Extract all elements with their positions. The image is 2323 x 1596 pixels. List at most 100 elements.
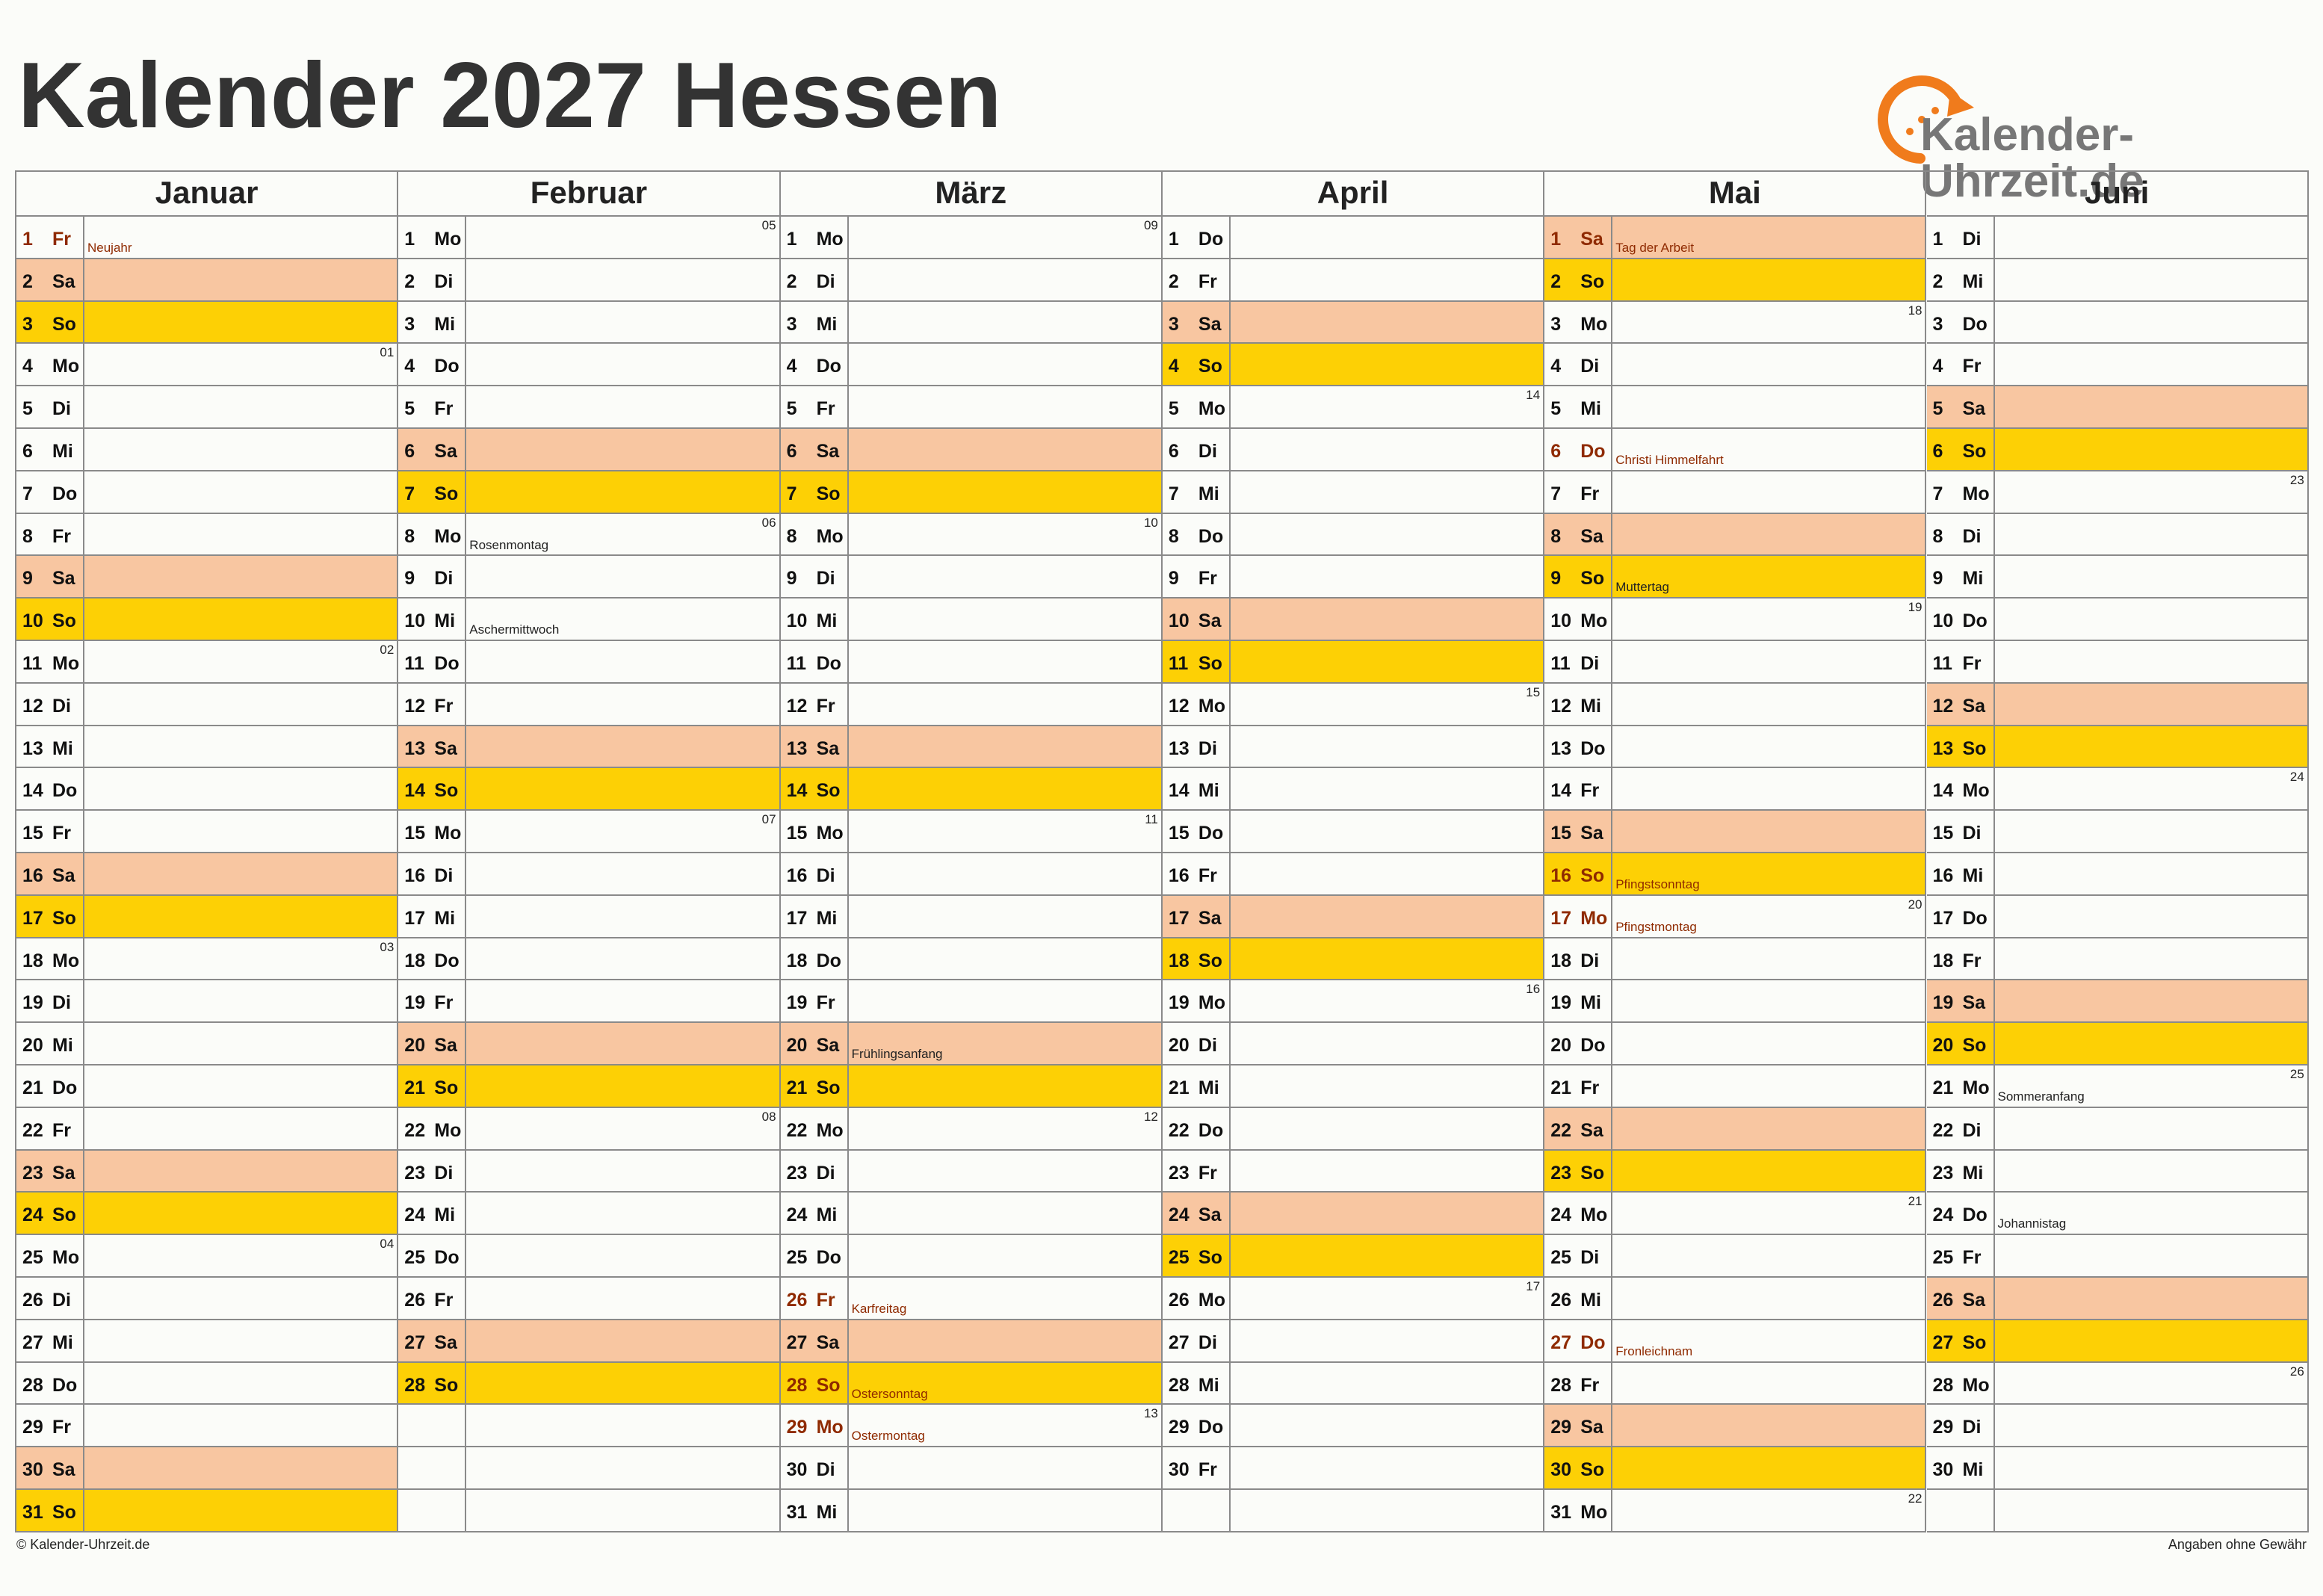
day-number: 24 xyxy=(404,1204,426,1226)
note-cell xyxy=(84,344,399,387)
day-number: 5 xyxy=(786,398,797,420)
note-cell xyxy=(848,1490,1163,1532)
day-number: 2 xyxy=(404,270,415,292)
footer-left: © Kalender-Uhrzeit.de xyxy=(16,1537,150,1552)
weekday: Sa xyxy=(434,1331,457,1353)
note-cell xyxy=(84,386,399,429)
note-cell xyxy=(1994,429,2309,471)
day-cell xyxy=(398,683,467,726)
weekday: Do xyxy=(816,950,841,971)
day-number: 22 xyxy=(404,1119,426,1141)
day-number: 25 xyxy=(404,1247,426,1269)
weekday: Mi xyxy=(52,737,73,759)
day-cell xyxy=(1926,1320,1995,1363)
day-number: 9 xyxy=(786,568,797,590)
day-number: 2 xyxy=(22,270,33,292)
note-cell xyxy=(1612,386,1927,429)
day-number: 7 xyxy=(22,483,33,504)
day-number: 30 xyxy=(1550,1459,1571,1481)
note-cell xyxy=(84,811,399,853)
note-cell xyxy=(848,980,1163,1024)
weekday: Di xyxy=(1198,1035,1217,1057)
day-cell xyxy=(1926,556,1995,599)
note-cell xyxy=(466,853,781,896)
day-cell xyxy=(398,1150,467,1193)
day-number: 21 xyxy=(1168,1077,1190,1098)
holiday-note: Fronleichnam xyxy=(1615,1343,1693,1358)
day-cell xyxy=(16,301,84,344)
note-cell xyxy=(848,1193,1163,1236)
week-number: 09 xyxy=(1143,218,1158,232)
week-number: 24 xyxy=(2289,770,2304,785)
weekday: Mi xyxy=(1580,398,1601,420)
weekday: Mo xyxy=(1198,398,1225,420)
day-cell xyxy=(780,641,849,684)
weekday: Mo xyxy=(1962,483,1990,504)
note-cell xyxy=(848,344,1163,387)
note-cell xyxy=(848,768,1163,811)
week-number: 13 xyxy=(1143,1406,1158,1421)
day-number: 19 xyxy=(404,992,426,1014)
note-cell xyxy=(466,726,781,769)
day-cell xyxy=(780,217,849,259)
day-cell xyxy=(1926,938,1995,981)
holiday-note: Christi Himmelfahrt xyxy=(1615,453,1724,467)
weekday: Di xyxy=(1580,950,1600,971)
day-cell xyxy=(398,1023,467,1065)
weekday: Do xyxy=(1580,1035,1606,1057)
note-cell xyxy=(1612,1023,1927,1065)
week-number: 19 xyxy=(1908,600,1923,615)
day-number: 20 xyxy=(1550,1035,1571,1057)
note-cell xyxy=(84,471,399,514)
weekday: Mi xyxy=(52,1331,73,1353)
day-number: 1 xyxy=(1550,229,1562,250)
note-cell xyxy=(1230,598,1545,641)
weekday: Mi xyxy=(1198,1374,1219,1396)
note-cell xyxy=(84,980,399,1024)
weekday: So xyxy=(434,483,459,504)
day-number: 14 xyxy=(404,780,426,802)
weekday: Fr xyxy=(1198,270,1217,292)
note-cell xyxy=(84,1023,399,1065)
day-cell xyxy=(398,1447,467,1490)
day-number: 16 xyxy=(1932,865,1954,886)
day-cell xyxy=(1544,1023,1613,1065)
weekday: Sa xyxy=(1198,610,1222,632)
day-cell xyxy=(398,895,467,938)
day-number: 7 xyxy=(786,483,797,504)
day-cell xyxy=(1926,768,1995,811)
day-number: 3 xyxy=(404,313,415,335)
day-number: 27 xyxy=(404,1331,426,1353)
note-cell xyxy=(848,1278,1163,1320)
day-number: 21 xyxy=(1550,1077,1571,1098)
day-cell xyxy=(1162,853,1231,896)
weekday: Fr xyxy=(1198,1459,1217,1481)
weekday: So xyxy=(1580,270,1605,292)
note-cell xyxy=(848,217,1163,259)
note-cell xyxy=(84,683,399,726)
day-number: 10 xyxy=(786,610,808,632)
day-cell xyxy=(16,1490,84,1532)
weekday: Di xyxy=(52,992,71,1014)
day-cell xyxy=(1544,1107,1613,1151)
day-cell xyxy=(1926,513,1995,557)
note-cell xyxy=(1612,641,1927,684)
day-number: 20 xyxy=(22,1035,43,1057)
day-cell xyxy=(1162,811,1231,853)
note-cell xyxy=(466,1362,781,1405)
weekday: Di xyxy=(434,270,454,292)
weekday: Mo xyxy=(52,950,80,971)
day-number: 8 xyxy=(22,525,33,547)
weekday: Mo xyxy=(1962,1374,1990,1396)
note-cell xyxy=(1612,429,1927,471)
weekday: Di xyxy=(816,568,835,590)
day-cell xyxy=(1926,344,1995,387)
week-number: 10 xyxy=(1143,515,1158,530)
weekday: Mi xyxy=(816,313,838,335)
note-cell xyxy=(466,1107,781,1151)
day-cell xyxy=(780,513,849,557)
weekday: Mi xyxy=(1198,483,1219,504)
note-cell xyxy=(1994,980,2309,1024)
day-number: 8 xyxy=(1932,525,1943,547)
note-cell xyxy=(1612,980,1927,1024)
